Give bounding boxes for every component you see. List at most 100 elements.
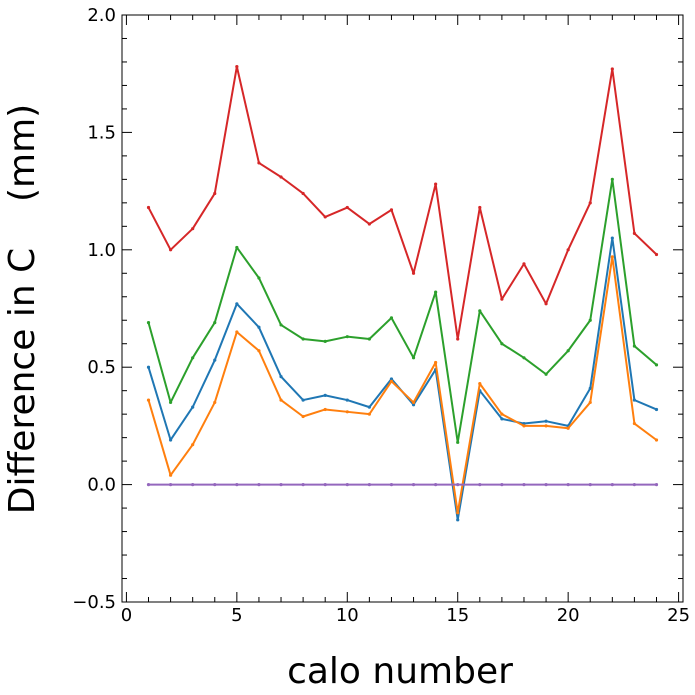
data-point xyxy=(588,400,592,405)
data-point xyxy=(632,398,637,402)
x-tick-label: 20 xyxy=(557,605,580,626)
data-point xyxy=(610,483,614,487)
data-point xyxy=(168,473,173,477)
data-point xyxy=(588,201,592,205)
data-point xyxy=(500,412,504,416)
data-point xyxy=(522,483,526,487)
data-point xyxy=(168,248,173,252)
data-point xyxy=(301,414,305,419)
data-point xyxy=(213,191,217,196)
data-point xyxy=(323,339,327,343)
data-point xyxy=(213,320,217,325)
data-point xyxy=(301,337,305,341)
data-point xyxy=(610,236,614,240)
data-point xyxy=(610,67,614,71)
data-point xyxy=(544,424,548,428)
data-point xyxy=(632,421,637,426)
y-tick-label: 2.0 xyxy=(87,5,116,26)
data-point xyxy=(213,483,217,487)
data-point xyxy=(500,297,504,301)
data-point xyxy=(301,483,305,487)
data-point xyxy=(191,483,195,487)
data-point xyxy=(588,386,592,390)
data-point xyxy=(544,419,548,423)
data-point xyxy=(544,302,548,306)
data-point xyxy=(456,440,460,444)
data-point xyxy=(478,205,482,210)
series-3 xyxy=(146,177,659,444)
data-point xyxy=(279,483,283,487)
data-point xyxy=(610,177,614,181)
data-point xyxy=(500,417,504,421)
data-point xyxy=(367,483,371,487)
y-tick-label: 1.5 xyxy=(87,122,116,143)
data-point xyxy=(301,398,305,402)
data-point xyxy=(257,349,261,353)
data-point xyxy=(146,205,151,210)
x-tick-label: 10 xyxy=(336,605,359,626)
data-point xyxy=(654,252,659,257)
y-tick-label: 1.0 xyxy=(87,240,116,261)
data-point xyxy=(389,316,394,320)
data-point xyxy=(389,483,394,487)
data-point xyxy=(235,65,239,69)
data-point xyxy=(389,379,394,383)
data-point xyxy=(279,398,283,402)
series-line xyxy=(147,178,658,444)
data-point xyxy=(434,360,438,365)
data-point xyxy=(522,262,526,266)
data-point xyxy=(566,483,570,487)
tick-layer: 0 5 10 15 20 25 −0.5 0.0 0.5 1.0 1.5 2.0 xyxy=(72,5,690,626)
series-layer xyxy=(146,65,659,522)
data-point xyxy=(323,483,327,487)
data-point xyxy=(434,182,438,186)
data-point xyxy=(279,175,283,179)
x-tick-label: 25 xyxy=(667,605,690,626)
data-point xyxy=(654,483,659,487)
x-tick-label: 0 xyxy=(121,605,132,626)
data-point xyxy=(478,483,482,487)
series-line xyxy=(147,65,658,341)
x-tick-label: 5 xyxy=(231,605,242,626)
data-point xyxy=(654,407,659,412)
data-point xyxy=(434,290,438,294)
y-tick-label: −0.5 xyxy=(72,592,116,613)
data-point xyxy=(345,410,349,414)
data-point xyxy=(367,222,371,226)
series-2 xyxy=(146,255,659,515)
data-point xyxy=(367,337,371,341)
data-point xyxy=(632,231,637,235)
data-point xyxy=(544,372,548,376)
data-point xyxy=(522,424,526,428)
data-point xyxy=(168,400,173,405)
data-point xyxy=(588,318,592,322)
series-5 xyxy=(146,483,659,487)
data-point xyxy=(411,400,416,405)
series-1 xyxy=(146,236,659,522)
data-point xyxy=(323,407,327,412)
data-point xyxy=(323,393,327,397)
data-point xyxy=(235,302,239,306)
data-point xyxy=(146,398,151,402)
data-point xyxy=(434,483,438,487)
data-point xyxy=(279,323,283,327)
data-point xyxy=(345,483,349,487)
data-point xyxy=(522,356,526,360)
data-point xyxy=(323,215,327,219)
data-point xyxy=(191,227,195,231)
data-point xyxy=(411,483,416,487)
data-point xyxy=(191,405,195,409)
data-point xyxy=(544,483,548,487)
series-line xyxy=(147,255,658,514)
data-point xyxy=(610,255,614,259)
data-point xyxy=(632,344,637,348)
data-point xyxy=(478,382,482,386)
x-axis-label: calo number xyxy=(287,651,513,692)
data-point xyxy=(389,208,394,212)
data-point xyxy=(478,309,482,313)
data-point xyxy=(389,377,394,381)
data-point xyxy=(168,483,173,487)
data-point xyxy=(588,483,592,487)
data-point xyxy=(456,518,460,522)
data-point xyxy=(213,400,217,405)
